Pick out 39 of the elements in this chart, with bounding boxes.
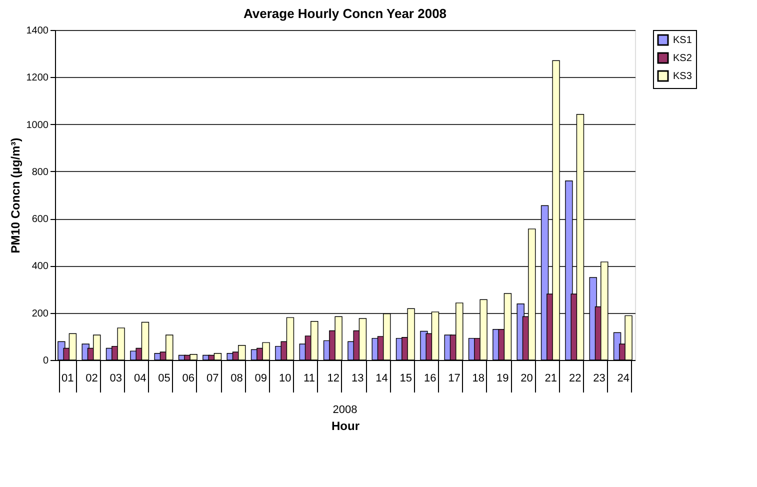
legend-label: KS3 (673, 71, 692, 82)
x-tick-label: 10 (278, 372, 292, 384)
x-tick-label: 11 (304, 372, 315, 384)
x-tick-label: 03 (110, 372, 122, 384)
x-tick-label: 23 (593, 372, 606, 384)
x-tick-label: 15 (400, 372, 412, 384)
x-tick-label: 24 (617, 372, 630, 384)
x-tick-label: 16 (424, 372, 436, 384)
chart-title: Average Hourly Concn Year 2008 (243, 6, 447, 21)
y-tick-label: 200 (32, 308, 49, 320)
x-tick-label: 08 (230, 372, 243, 384)
x-tick-label: 17 (448, 372, 460, 384)
x-tick-label: 02 (86, 372, 98, 384)
x-tick-label: 01 (61, 372, 74, 384)
y-tick-label: 1400 (26, 26, 49, 36)
x-tick-label: 18 (472, 372, 485, 384)
x-tick-label: 14 (376, 372, 388, 384)
y-tick-label: 600 (32, 214, 49, 226)
x-tick-label: 22 (568, 372, 582, 384)
x-tick-label: 05 (158, 372, 170, 384)
x-tick-label: 07 (206, 372, 219, 384)
x-tick-label: 13 (351, 372, 364, 384)
y-tick-label: 0 (42, 356, 49, 366)
y-tick-label: 400 (32, 261, 49, 272)
x-tick-label: 19 (496, 372, 509, 384)
x-tick-label: 06 (182, 372, 195, 384)
text: 2008 (332, 404, 358, 416)
x-tick-label: 12 (327, 372, 340, 384)
y-tick-label: 1000 (26, 120, 49, 131)
x-tick-label: 21 (544, 372, 558, 384)
legend-label: KS1 (673, 35, 692, 46)
y-tick-label: 1200 (26, 72, 49, 84)
x-tick-label: 09 (254, 372, 268, 384)
y-axis-title: PM10 Concn (µg/m³) (8, 138, 22, 254)
x-tick-label: 04 (134, 372, 146, 384)
x-axis-title: Hour (332, 419, 360, 433)
y-tick-label: 800 (32, 166, 49, 178)
legend-label: KS2 (673, 53, 692, 64)
x-tick-label: 20 (520, 372, 533, 384)
